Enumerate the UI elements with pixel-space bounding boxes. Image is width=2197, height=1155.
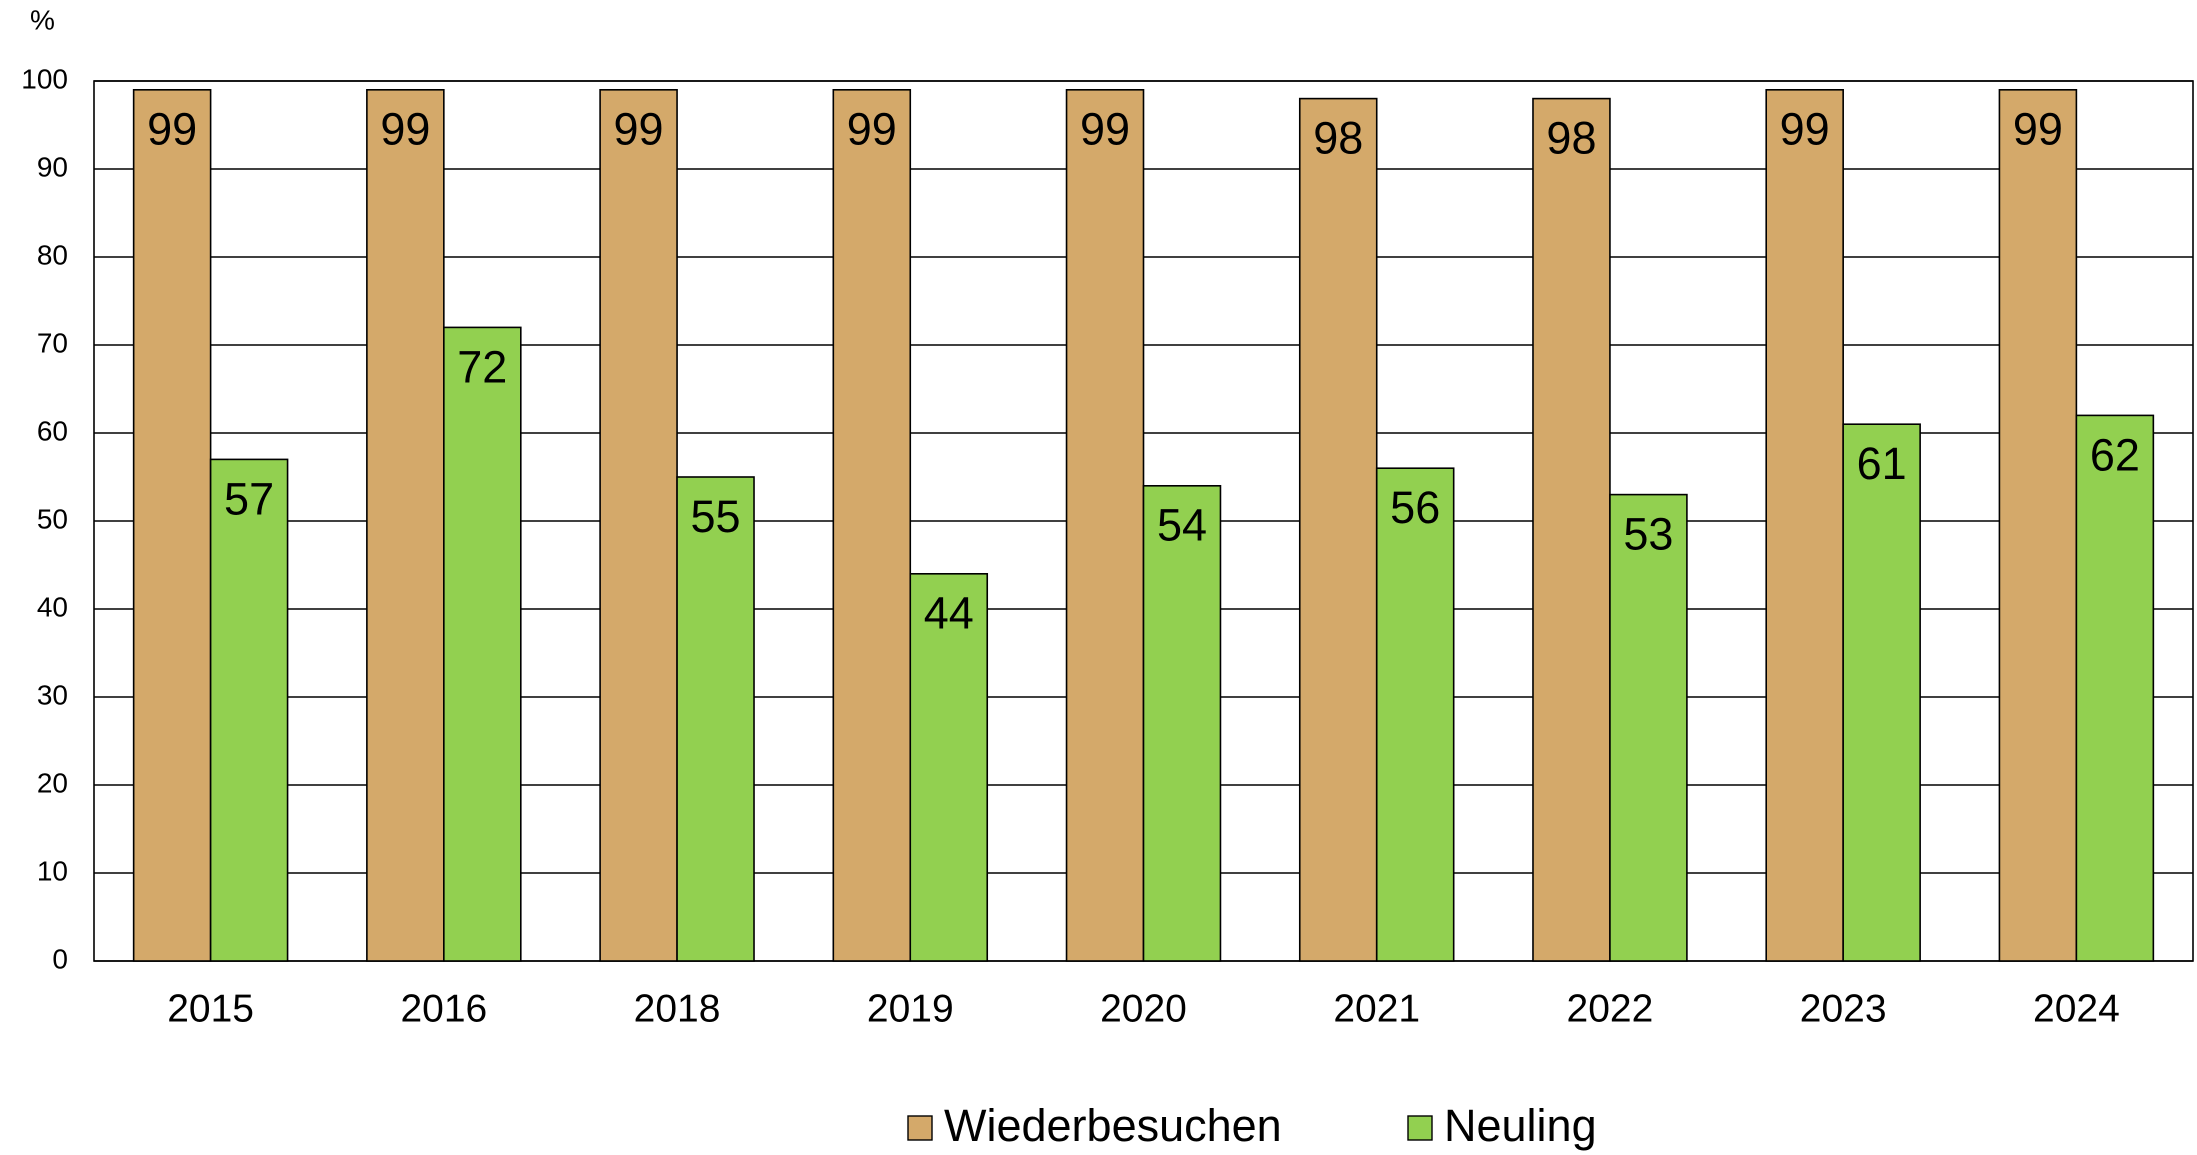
x-tick-label: 2015 (167, 987, 254, 1030)
legend-swatch (907, 1115, 933, 1141)
bar (132, 89, 212, 962)
y-tick-label: 20 (37, 767, 68, 798)
data-label: 99 (847, 104, 897, 155)
bar (366, 89, 445, 962)
bar (1609, 493, 1688, 962)
x-tick-label: 2016 (400, 987, 487, 1030)
y-tick-label: 80 (37, 239, 68, 270)
data-label: 56 (1390, 482, 1440, 533)
data-label: 99 (2013, 104, 2063, 155)
y-tick-label: 100 (21, 63, 68, 94)
y-tick-label: 40 (37, 591, 68, 622)
data-label: 44 (924, 588, 974, 639)
x-tick-label: 2022 (1567, 987, 1654, 1030)
data-label: 99 (614, 104, 664, 155)
bar (599, 89, 678, 962)
x-tick-label: 2023 (1800, 987, 1887, 1030)
bar (1998, 89, 2078, 962)
data-label: 55 (691, 491, 741, 542)
data-label: 98 (1546, 112, 1596, 163)
legend-swatch (1407, 1115, 1433, 1141)
bar (443, 326, 522, 962)
data-label: 61 (1857, 438, 1907, 489)
y-tick-label: 70 (37, 327, 68, 358)
legend-label: Neuling (1444, 1100, 1597, 1151)
x-tick-label: 2019 (867, 987, 954, 1030)
x-tick-label: 2024 (2033, 987, 2120, 1030)
bar (1142, 484, 1222, 962)
legend-label: Wiederbesuchen (944, 1100, 1282, 1151)
bar (1765, 89, 1844, 962)
y-tick-label: 30 (37, 679, 68, 710)
x-tick-label: 2018 (634, 987, 721, 1030)
data-label: 99 (147, 104, 197, 155)
data-label: 57 (224, 473, 274, 524)
data-label: 53 (1623, 508, 1673, 559)
bar (676, 476, 755, 962)
bar (1375, 467, 1455, 962)
data-label: 99 (1080, 104, 1130, 155)
bar (1065, 89, 1145, 962)
bar (1842, 423, 1921, 962)
y-tick-label: 10 (37, 855, 68, 886)
y-tick-label: 0 (52, 943, 68, 974)
y-tick-label: 60 (37, 415, 68, 446)
data-label: 98 (1313, 112, 1363, 163)
y-tick-label: 90 (37, 151, 68, 182)
bar (2075, 414, 2155, 962)
bar (1532, 97, 1611, 962)
bar (209, 458, 289, 962)
data-label: 54 (1157, 500, 1207, 551)
y-tick-label: 50 (37, 503, 68, 534)
data-label: 72 (457, 341, 507, 392)
data-label: 62 (2090, 429, 2140, 480)
y-axis-label: % (30, 4, 55, 35)
data-label: 99 (380, 104, 430, 155)
bar (832, 89, 912, 962)
bar (1298, 97, 1378, 962)
data-label: 99 (1780, 104, 1830, 155)
bar (909, 572, 989, 962)
x-tick-label: 2021 (1333, 987, 1420, 1030)
x-tick-label: 2020 (1100, 987, 1187, 1030)
